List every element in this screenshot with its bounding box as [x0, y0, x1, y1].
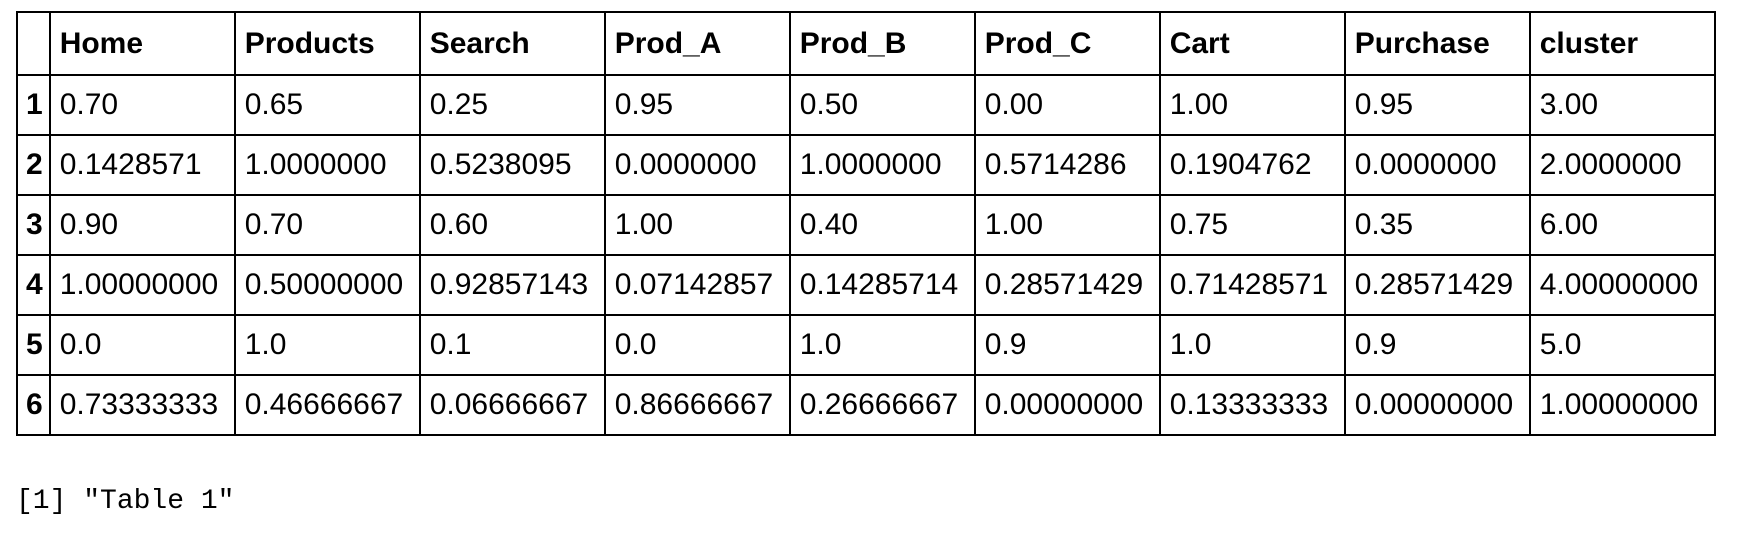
table-cell: 3.00: [1528, 74, 1716, 136]
table-cell: 0.92857143: [418, 254, 606, 316]
row-name: 2: [16, 134, 51, 196]
table-cell: 0.50000000: [233, 254, 421, 316]
table-cell: 0.5714286: [973, 134, 1161, 196]
table-cell: 1.0: [233, 314, 421, 376]
table-cell: 1.0: [788, 314, 976, 376]
table-cell: 0.1428571: [48, 134, 236, 196]
table-cell: 0.71428571: [1158, 254, 1346, 316]
row-name: 4: [16, 254, 51, 316]
column-header-products: Products: [233, 11, 421, 76]
table-cell: 2.0000000: [1528, 134, 1716, 196]
column-header-cart: Cart: [1158, 11, 1346, 76]
table-cell: 0.75: [1158, 194, 1346, 256]
table-cell: 0.5238095: [418, 134, 606, 196]
table-cell: 0.46666667: [233, 374, 421, 436]
table-cell: 1.00000000: [1528, 374, 1716, 436]
console-output-line: [1] "Table 1": [16, 486, 235, 517]
table-cell: 1.0000000: [788, 134, 976, 196]
table-cell: 0.1904762: [1158, 134, 1346, 196]
table-cell: 0.25: [418, 74, 606, 136]
table-header: Home Products Search Prod_A Prod_B Prod_…: [16, 11, 1716, 76]
column-header-prod-c: Prod_C: [973, 11, 1161, 76]
table-cell: 0.26666667: [788, 374, 976, 436]
table-cell: 1.0: [1158, 314, 1346, 376]
column-header-search: Search: [418, 11, 606, 76]
table-cell: 0.13333333: [1158, 374, 1346, 436]
table-cell: 0.0: [48, 314, 236, 376]
table-cell: 1.00: [603, 194, 791, 256]
corner-cell: [16, 11, 51, 76]
column-header-prod-a: Prod_A: [603, 11, 791, 76]
column-header-prod-b: Prod_B: [788, 11, 976, 76]
table-row: 3 0.90 0.70 0.60 1.00 0.40 1.00 0.75 0.3…: [16, 194, 1716, 256]
table-cell: 0.1: [418, 314, 606, 376]
table-cell: 0.35: [1343, 194, 1531, 256]
table-cell: 0.70: [48, 74, 236, 136]
table-cell: 0.14285714: [788, 254, 976, 316]
table-cell: 0.0: [603, 314, 791, 376]
data-table: Home Products Search Prod_A Prod_B Prod_…: [16, 11, 1716, 436]
table-cell: 0.0000000: [1343, 134, 1531, 196]
table-cell: 0.06666667: [418, 374, 606, 436]
table-row: 4 1.00000000 0.50000000 0.92857143 0.071…: [16, 254, 1716, 316]
row-name: 3: [16, 194, 51, 256]
table-cell: 5.0: [1528, 314, 1716, 376]
row-name: 1: [16, 74, 51, 136]
table-cell: 1.00: [1158, 74, 1346, 136]
table-row: 5 0.0 1.0 0.1 0.0 1.0 0.9 1.0 0.9 5.0: [16, 314, 1716, 376]
table-cell: 0.60: [418, 194, 606, 256]
table-row: 1 0.70 0.65 0.25 0.95 0.50 0.00 1.00 0.9…: [16, 74, 1716, 136]
table-cell: 1.00: [973, 194, 1161, 256]
column-header-cluster: cluster: [1528, 11, 1716, 76]
table-cell: 0.9: [1343, 314, 1531, 376]
table-cell: 0.70: [233, 194, 421, 256]
table-cell: 0.50: [788, 74, 976, 136]
column-header-purchase: Purchase: [1343, 11, 1531, 76]
row-name: 6: [16, 374, 51, 436]
table-cell: 0.07142857: [603, 254, 791, 316]
table-cell: 0.95: [603, 74, 791, 136]
header-row: Home Products Search Prod_A Prod_B Prod_…: [16, 11, 1716, 76]
table-cell: 0.73333333: [48, 374, 236, 436]
table-cell: 0.00000000: [973, 374, 1161, 436]
column-header-home: Home: [48, 11, 236, 76]
table-cell: 0.28571429: [1343, 254, 1531, 316]
table-cell: 1.00000000: [48, 254, 236, 316]
table-cell: 0.95: [1343, 74, 1531, 136]
table-cell: 0.9: [973, 314, 1161, 376]
table-cell: 0.86666667: [603, 374, 791, 436]
table-row: 2 0.1428571 1.0000000 0.5238095 0.000000…: [16, 134, 1716, 196]
table-body: 1 0.70 0.65 0.25 0.95 0.50 0.00 1.00 0.9…: [16, 74, 1716, 436]
table-cell: 0.65: [233, 74, 421, 136]
table-cell: 1.0000000: [233, 134, 421, 196]
table-cell: 0.00000000: [1343, 374, 1531, 436]
row-name: 5: [16, 314, 51, 376]
table-cell: 6.00: [1528, 194, 1716, 256]
table-cell: 4.00000000: [1528, 254, 1716, 316]
table-cell: 0.28571429: [973, 254, 1161, 316]
table-cell: 0.90: [48, 194, 236, 256]
table-cell: 0.00: [973, 74, 1161, 136]
table-cell: 0.0000000: [603, 134, 791, 196]
table-row: 6 0.73333333 0.46666667 0.06666667 0.866…: [16, 374, 1716, 436]
table-cell: 0.40: [788, 194, 976, 256]
